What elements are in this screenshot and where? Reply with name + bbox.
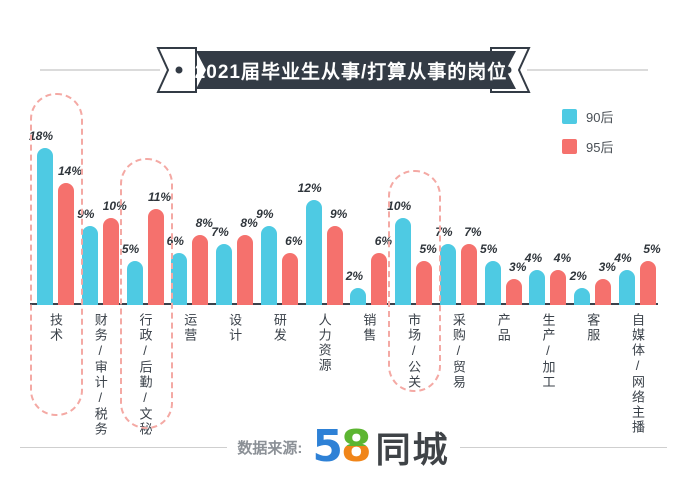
footer: 数据来源: 5 8 同城 <box>0 420 687 474</box>
legend-label-90hou: 90后 <box>586 110 614 125</box>
bar-95hou <box>237 235 254 305</box>
bar-90hou <box>260 226 277 305</box>
bar-90hou <box>484 261 501 305</box>
category-label: 客服 <box>585 313 601 343</box>
ribbon-band <box>196 51 516 89</box>
bar-90hou <box>619 270 635 305</box>
bar-value-label: 6% <box>285 233 303 248</box>
bar-90hou <box>305 200 322 305</box>
bar-value-label: 10% <box>387 198 412 213</box>
bar-90hou <box>37 147 53 305</box>
bar-value-label: 2% <box>569 268 587 283</box>
bar-value-label: 3% <box>509 259 527 274</box>
bar-value-label: 12% <box>297 181 322 195</box>
bar-90hou <box>574 287 591 305</box>
category-label: 自媒体/网络主播 <box>630 313 645 435</box>
bar-95hou <box>595 278 612 305</box>
highlight-capsule <box>30 93 83 416</box>
category-label: 研发 <box>271 313 287 343</box>
bar-90hou <box>529 270 546 305</box>
title-ribbon <box>40 47 648 93</box>
bar-value-label: 11% <box>147 189 172 204</box>
bar-value-label: 4% <box>553 251 572 265</box>
bar-95hou <box>550 270 567 305</box>
category-label: 运营 <box>182 313 198 343</box>
category-label: 财务/审计/税务 <box>92 313 108 437</box>
bar-95hou <box>192 235 209 305</box>
bar-90hou <box>126 261 143 305</box>
logo-digit-8: 8 <box>341 421 372 472</box>
logo-digit-5: 5 <box>312 421 343 472</box>
category-label: 采购/贸易 <box>450 313 466 390</box>
bar-value-label: 4% <box>614 251 632 265</box>
bar-90hou <box>439 243 456 305</box>
bar-95hou <box>58 182 74 305</box>
bar-95hou <box>640 261 656 305</box>
bar-value-label: 9% <box>256 207 274 222</box>
bar-90hou <box>171 252 188 305</box>
bar-90hou <box>350 287 367 305</box>
bar-90hou <box>395 217 412 305</box>
bar-95hou <box>281 252 298 305</box>
logo-text-tongcheng: 同城 <box>375 430 450 470</box>
bar-value-label: 14% <box>57 163 83 178</box>
category-label: 技术 <box>48 313 63 343</box>
bar-value-label: 9% <box>329 207 348 222</box>
bar-value-label: 8% <box>240 216 258 230</box>
bar-value-label: 2% <box>345 268 364 283</box>
bar-value-label: 5% <box>121 242 140 257</box>
bar-value-label: 5% <box>419 242 437 257</box>
bar-95hou <box>371 252 388 305</box>
footer-right-rule <box>459 446 668 448</box>
bar-value-label: 6% <box>374 233 393 248</box>
legend-label-95hou: 95后 <box>586 140 614 155</box>
bar-95hou <box>416 261 433 305</box>
bar-value-label: 8% <box>195 216 213 230</box>
legend-item-90hou: 90后 <box>562 107 613 126</box>
category-label: 设计 <box>227 313 243 343</box>
category-label: 生产/加工 <box>540 313 556 390</box>
bar-value-label: 5% <box>480 242 498 257</box>
data-source-label: 数据来源: <box>237 439 303 457</box>
bar-value-label: 4% <box>524 251 543 265</box>
ribbon-dot-left <box>175 66 183 74</box>
bar-90hou <box>216 243 233 305</box>
bar-value-label: 7% <box>211 224 229 239</box>
highlight-capsule <box>388 170 442 392</box>
bar-value-label: 5% <box>643 242 661 257</box>
bar-95hou <box>460 243 477 305</box>
legend-swatch-90hou <box>562 109 577 124</box>
bar-95hou <box>326 226 343 305</box>
legend: 90后 95后 <box>562 107 613 156</box>
bar-90hou <box>81 226 98 305</box>
category-label: 人力资源 <box>316 313 332 373</box>
bar-95hou <box>505 278 522 305</box>
x-axis-line <box>30 303 658 305</box>
page-title: 2021届毕业生从事/打算从事的岗位 <box>194 61 508 83</box>
logo-58tongcheng: 5 8 同城 <box>312 422 449 473</box>
bar-95hou <box>102 217 119 305</box>
category-label: 销售 <box>361 313 377 343</box>
bar-value-label: 7% <box>464 224 482 239</box>
bar-value-label: 18% <box>28 128 54 143</box>
highlight-capsule <box>119 158 173 429</box>
legend-swatch-95hou <box>562 139 577 154</box>
category-label: 产品 <box>495 313 511 343</box>
legend-item-95hou: 95后 <box>562 137 613 156</box>
bar-95hou <box>147 208 164 305</box>
bar-value-label: 3% <box>598 259 616 274</box>
footer-left-rule <box>20 446 228 448</box>
